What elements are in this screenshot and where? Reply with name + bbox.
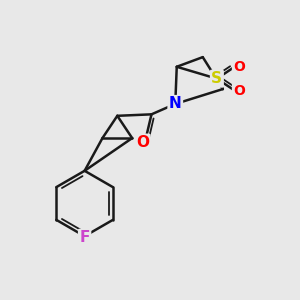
Text: N: N — [169, 96, 182, 111]
Text: O: O — [233, 60, 245, 74]
Text: F: F — [80, 230, 90, 245]
Text: O: O — [233, 84, 245, 98]
Text: O: O — [136, 135, 149, 150]
Text: S: S — [212, 71, 222, 86]
